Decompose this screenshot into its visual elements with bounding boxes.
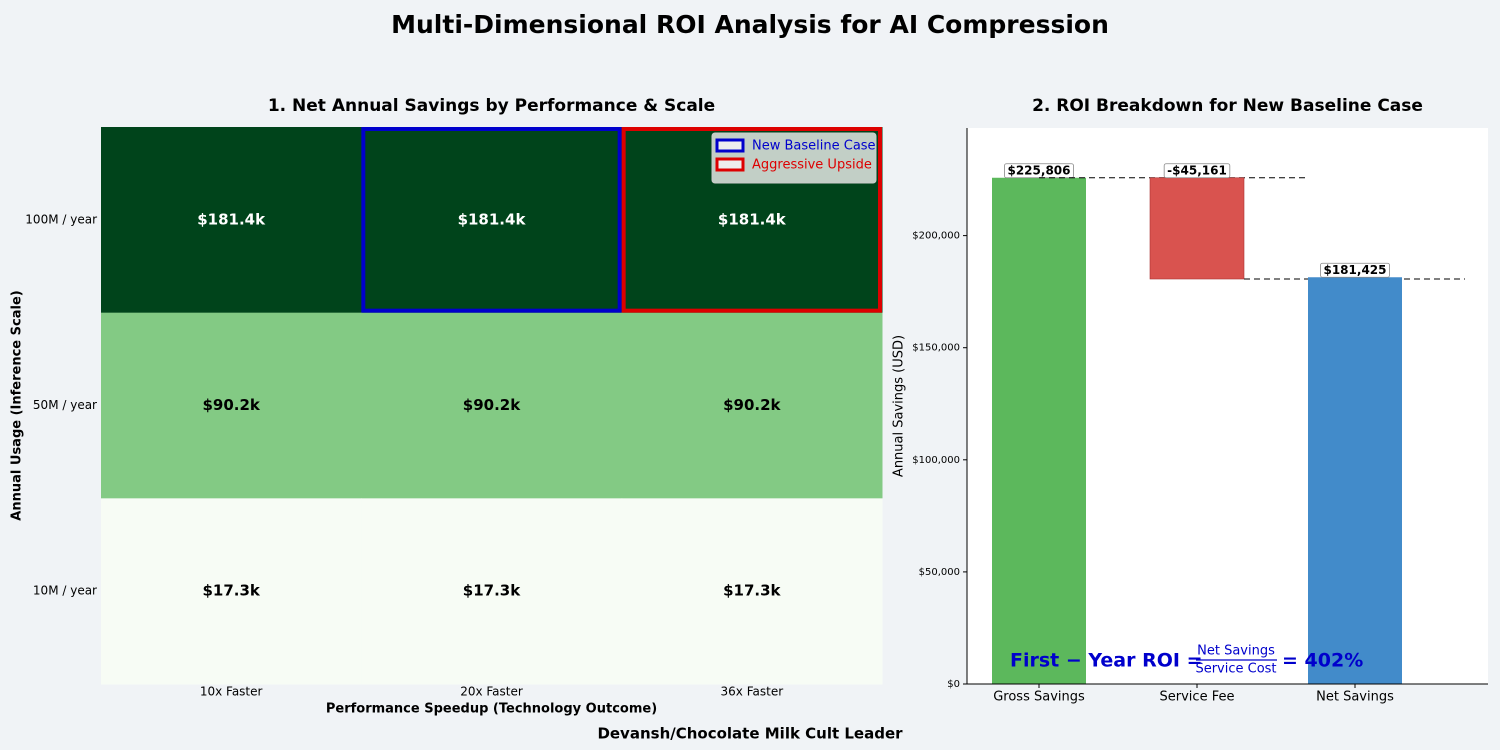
- cell-label: $17.3k: [723, 582, 781, 600]
- legend-swatch: [715, 138, 745, 153]
- value-label: -$45,161: [1167, 163, 1227, 177]
- y-tick-label: 50M / year: [33, 398, 97, 412]
- bar: [992, 177, 1086, 685]
- highlight-box: [361, 127, 622, 313]
- cell-label: $181.4k: [718, 210, 787, 228]
- heat-cell: [361, 498, 623, 685]
- cell-label: $90.2k: [723, 396, 781, 414]
- x-tick-label: Service Fee: [1160, 690, 1235, 705]
- bar: [1149, 177, 1245, 280]
- heat-cell: [621, 498, 883, 685]
- heat-cell: [101, 127, 362, 314]
- cell-label: $90.2k: [463, 396, 521, 414]
- subplot-title: 2. ROI Breakdown for New Baseline Case: [1032, 96, 1423, 116]
- cell-label: $17.3k: [463, 582, 521, 600]
- figure-title: Multi-Dimensional ROI Analysis for AI Co…: [391, 10, 1109, 39]
- value-label: $181,425: [1323, 263, 1386, 277]
- y-tick-label: $150,000: [912, 343, 960, 354]
- x-tick-label: Net Savings: [1316, 690, 1394, 705]
- footer: Devansh/Chocolate Milk Cult Leader: [597, 725, 903, 743]
- roi-result: = 402%: [1282, 650, 1363, 672]
- value-label-box: [1320, 262, 1390, 278]
- heat-cell: [101, 312, 362, 499]
- y-tick-label: $100,000: [912, 455, 960, 466]
- value-label-box: [1163, 163, 1231, 179]
- legend-label: Aggressive Upside: [752, 158, 872, 173]
- x-axis-label: Performance Speedup (Technology Outcome): [326, 702, 657, 717]
- legend-swatch: [715, 157, 745, 172]
- cell-label: $181.4k: [197, 210, 266, 228]
- y-axis-label: Annual Savings (USD): [892, 335, 907, 477]
- x-tick-label: 36x Faster: [721, 685, 784, 699]
- roi-numerator: Net Savings: [1197, 644, 1275, 659]
- cell-label: $90.2k: [202, 396, 260, 414]
- x-tick-label: Gross Savings: [993, 690, 1085, 705]
- subplot-title: 1. Net Annual Savings by Performance & S…: [268, 96, 715, 116]
- x-tick-label: 20x Faster: [460, 685, 523, 699]
- y-tick-label: 10M / year: [33, 584, 97, 598]
- heat-cell: [361, 127, 623, 314]
- y-tick-label: $0: [947, 679, 960, 690]
- bar: [1308, 277, 1402, 684]
- roi-denominator: Service Cost: [1195, 662, 1276, 677]
- legend-box: [711, 132, 877, 184]
- roi-prefix: First − Year ROI =: [1010, 650, 1203, 672]
- cell-label: $181.4k: [458, 210, 527, 228]
- cell-label: $17.3k: [202, 582, 260, 600]
- y-tick-label: 100M / year: [25, 212, 97, 226]
- y-axis-label: Annual Usage (Inference Scale): [10, 290, 25, 520]
- y-tick-label: $50,000: [919, 567, 960, 578]
- highlight-box: [621, 127, 883, 313]
- heat-cell: [361, 312, 623, 499]
- heat-cell: [101, 498, 362, 685]
- value-label: $225,806: [1007, 163, 1070, 177]
- y-tick-label: $200,000: [912, 231, 960, 242]
- x-tick-label: 10x Faster: [200, 685, 263, 699]
- heat-cell: [621, 312, 883, 499]
- legend-label: New Baseline Case: [752, 139, 876, 154]
